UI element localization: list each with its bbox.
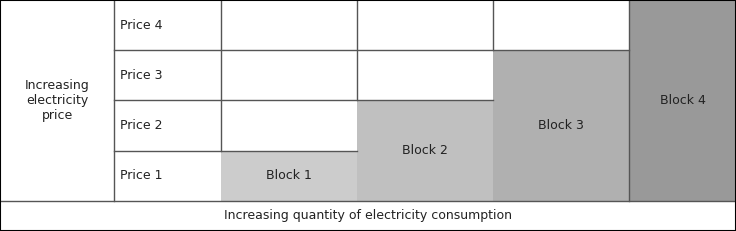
Bar xyxy=(221,151,357,201)
Text: Price 4: Price 4 xyxy=(120,19,163,32)
Bar xyxy=(493,50,629,201)
Text: Price 1: Price 1 xyxy=(120,169,163,182)
Bar xyxy=(357,100,493,201)
Text: Block 4: Block 4 xyxy=(659,94,706,107)
Text: Block 1: Block 1 xyxy=(266,169,312,182)
Text: Increasing quantity of electricity consumption: Increasing quantity of electricity consu… xyxy=(224,210,512,222)
Bar xyxy=(629,0,736,201)
Text: Increasing
electricity
price: Increasing electricity price xyxy=(25,79,89,122)
Text: Price 3: Price 3 xyxy=(120,69,163,82)
Text: Price 2: Price 2 xyxy=(120,119,163,132)
Text: Block 3: Block 3 xyxy=(538,119,584,132)
Text: Block 2: Block 2 xyxy=(402,144,448,157)
